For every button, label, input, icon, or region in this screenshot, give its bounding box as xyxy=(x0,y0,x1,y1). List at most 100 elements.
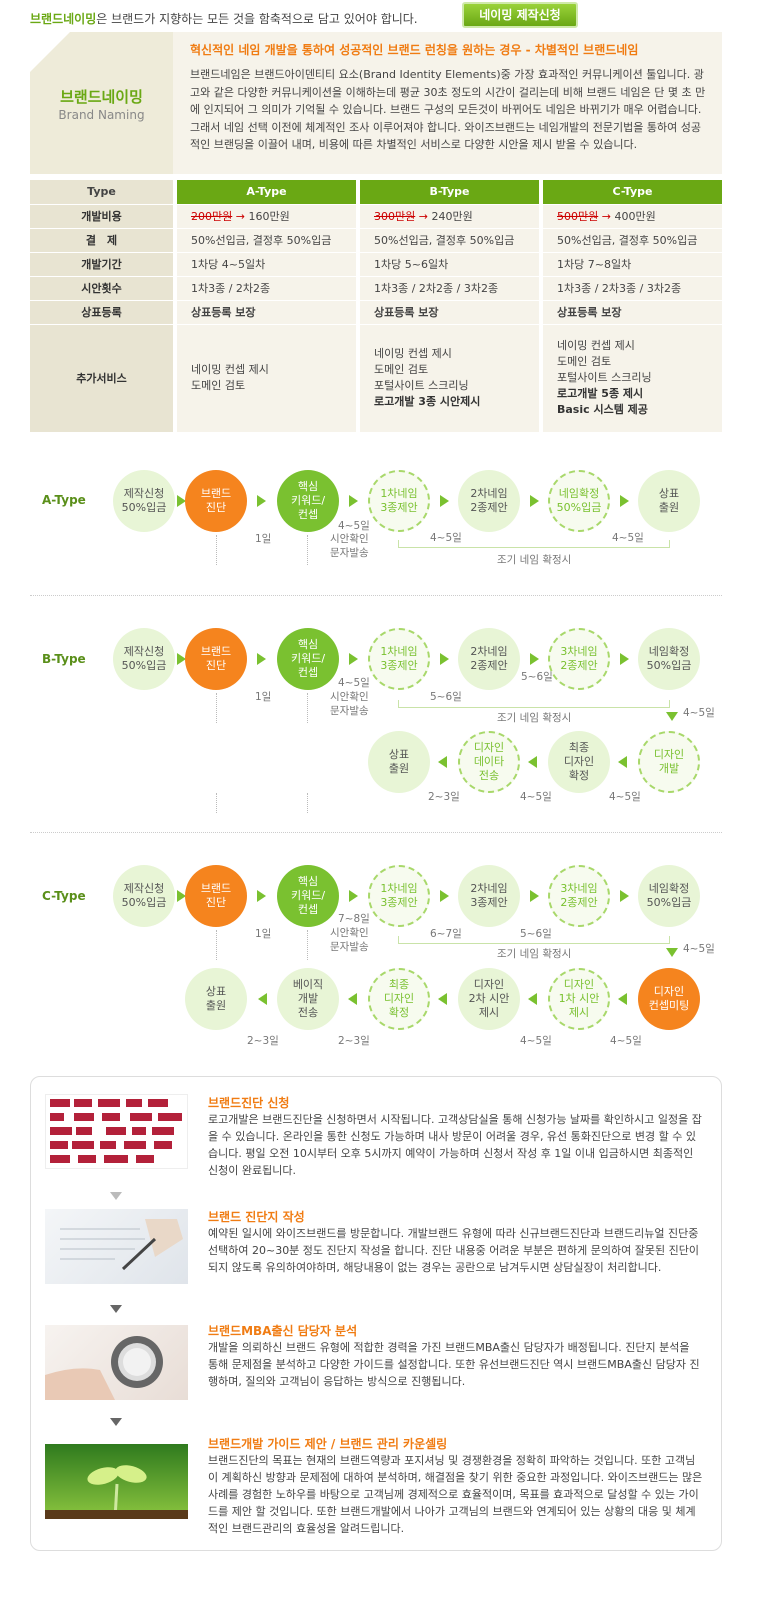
flow-b-step-final-design: 최종 디자인 확정 xyxy=(548,731,610,793)
arrow-right-icon xyxy=(620,653,629,665)
new-price: 400만원 xyxy=(614,210,656,223)
flow-c-duration: 4~5일 xyxy=(520,1035,552,1047)
flow-c-duration: 7~8일 xyxy=(338,913,370,925)
flow-b-step-trademark: 상표 출원 xyxy=(368,731,430,793)
table-header-row: Type A-Type B-Type C-Type xyxy=(30,180,722,205)
flow-a-step-name2: 2차네임 2종제안 xyxy=(458,470,520,532)
arrow-right-icon xyxy=(349,890,358,902)
arrow-left-icon xyxy=(528,756,537,768)
flow-c-label: C-Type xyxy=(42,889,86,903)
flow-b-early-note: 조기 네임 확정시 xyxy=(497,712,572,724)
row-label: 개발비용 xyxy=(30,204,173,229)
extra-item: 네이밍 컨셉 제시 xyxy=(374,347,452,360)
flow-a-duration: 1일 xyxy=(255,533,272,545)
flow-a-step-keyword: 핵심 키워드/ 컨셉 xyxy=(277,470,339,532)
flow-b-step-apply: 제작신청 50%입금 xyxy=(113,628,175,690)
schedule-calendar-image xyxy=(45,1094,188,1169)
extra-item-bold: Basic 시스템 제공 xyxy=(557,403,648,416)
intro-title: 혁신적인 네임 개발을 통하여 성공적인 브랜드 런칭을 원하는 경우 - 차별… xyxy=(190,43,639,57)
price-cell: 500만원 → 400만원 xyxy=(543,204,722,229)
arrow-right-icon xyxy=(440,890,449,902)
arrow-right-icon xyxy=(620,495,629,507)
flow-b-step-keyword: 핵심 키워드/ 컨셉 xyxy=(277,628,339,690)
naming-order-button[interactable]: 네이밍 제작신청 xyxy=(462,2,578,28)
arrow-right-icon xyxy=(440,495,449,507)
process-step-body: 개발을 의뢰하신 브랜드 유형에 적합한 경력을 가진 브랜드MBA출신 담당자… xyxy=(208,1341,700,1388)
divider xyxy=(30,595,722,596)
type-header: Type xyxy=(30,180,173,205)
price-table: Type A-Type B-Type C-Type 개발비용 200만원 → 1… xyxy=(30,180,722,433)
brand-name-en: Brand Naming xyxy=(58,108,145,122)
flow-c-step-name1: 1차네임 3종제안 xyxy=(368,865,430,927)
flow-b-step-design-data: 디자인 데이타 전송 xyxy=(458,731,520,793)
flow-a-step-trademark: 상표 출원 xyxy=(638,470,700,532)
process-panel xyxy=(30,1076,722,1551)
flow-c-duration: 2~3일 xyxy=(338,1035,370,1047)
table-cell: 50%선입금, 결정후 50%입금 xyxy=(360,228,539,253)
arrow-right-icon xyxy=(257,890,266,902)
flow-c-note: 시안확인 문자발송 xyxy=(330,927,369,953)
header-brand: 브랜드네이밍 xyxy=(30,12,97,26)
divider xyxy=(307,930,308,960)
table-row: 결 제 50%선입금, 결정후 50%입금 50%선입금, 결정후 50%입금 … xyxy=(30,228,722,253)
row-label: 시안횟수 xyxy=(30,276,173,301)
flow-a-duration: 4~5일 xyxy=(430,532,462,544)
flow-b-duration: 2~3일 xyxy=(428,791,460,803)
process-step-title: 브랜드MBA출신 담당자 분석 xyxy=(208,1324,358,1338)
arrow-left-icon xyxy=(438,756,447,768)
extra-item: 네이밍 컨셉 제시 xyxy=(191,363,269,376)
flow-b-step-name3: 3차네임 2종제안 xyxy=(548,628,610,690)
arrow-left-icon xyxy=(348,993,357,1005)
arrow-down-icon xyxy=(110,1305,122,1313)
flow-c-step-diagnosis: 브랜드 진단 xyxy=(185,865,247,927)
flow-a-step-apply: 제작신청 50%입금 xyxy=(113,470,175,532)
flow-c-duration: 4~5일 xyxy=(683,943,715,955)
extra-cell: 네이밍 컨셉 제시 도메인 검토 포털사이트 스크리닝 로고개발 3종 시안제시 xyxy=(360,324,539,433)
table-cell: 상표등록 보장 xyxy=(177,300,356,325)
divider xyxy=(216,535,217,565)
writing-form-image xyxy=(45,1209,188,1284)
arrow-down-icon xyxy=(666,712,678,721)
arrow-right-icon xyxy=(257,653,266,665)
table-cell: 50%선입금, 결정후 50%입금 xyxy=(177,228,356,253)
flow-c-step-design2: 디자인 2차 시안 제시 xyxy=(458,968,520,1030)
flow-c-step-trademark: 상표 출원 xyxy=(185,968,247,1030)
divider xyxy=(216,693,217,723)
price-cell: 200만원 → 160만원 xyxy=(177,204,356,229)
arrow-right-icon xyxy=(349,495,358,507)
early-confirm-bracket xyxy=(398,936,670,944)
flow-a-duration: 4~5일 xyxy=(338,520,370,532)
flow-b-label: B-Type xyxy=(42,652,86,666)
extra-item: 도메인 검토 xyxy=(557,355,612,368)
flow-a-duration: 4~5일 xyxy=(612,532,644,544)
table-row: 개발비용 200만원 → 160만원 300만원 → 240만원 500만원 →… xyxy=(30,204,722,229)
sprout-image xyxy=(45,1444,188,1520)
extra-cell: 네이밍 컨셉 제시 도메인 검토 xyxy=(177,324,356,433)
arrow-right-icon xyxy=(177,890,186,902)
flow-c-duration: 6~7일 xyxy=(430,928,462,940)
extra-item: 포털사이트 스크리닝 xyxy=(557,371,652,384)
table-cell: 1차3종 / 2차2종 xyxy=(177,276,356,301)
flow-c-step-name3: 3차네임 2종제안 xyxy=(548,865,610,927)
flow-b-duration: 4~5일 xyxy=(683,707,715,719)
flow-b-duration: 4~5일 xyxy=(520,791,552,803)
flow-b-duration: 4~5일 xyxy=(338,677,370,689)
table-cell: 상표등록 보장 xyxy=(360,300,539,325)
arrow-right-icon xyxy=(257,495,266,507)
arrow-left-icon xyxy=(618,993,627,1005)
intro-body: 브랜드네임은 브랜드아이덴티티 요소(Brand Identity Elemen… xyxy=(190,68,706,151)
stethoscope-image xyxy=(45,1325,188,1400)
arrow-right-icon xyxy=(177,653,186,665)
table-cell: 1차3종 / 2차2종 / 3차2종 xyxy=(360,276,539,301)
table-cell: 1차당 5~6일차 xyxy=(360,252,539,277)
flow-c-step-final-design: 최종 디자인 확정 xyxy=(368,968,430,1030)
process-step-title: 브랜드 진단지 작성 xyxy=(208,1210,305,1224)
flow-a-note: 시안확인 문자발송 xyxy=(330,533,369,559)
extra-item: 네이밍 컨셉 제시 xyxy=(557,339,635,352)
flow-a-step-confirm: 네임확정 50%입금 xyxy=(548,470,610,532)
arrow-right-icon xyxy=(530,495,539,507)
table-cell: 1차당 4~5일차 xyxy=(177,252,356,277)
brand-name-ko: 브랜드네이밍 xyxy=(60,88,143,106)
process-step-body: 예약된 일시에 와이즈브랜드를 방문합니다. 개발브랜드 유형에 따라 신규브랜… xyxy=(208,1227,699,1274)
col-b-type: B-Type xyxy=(360,180,539,205)
